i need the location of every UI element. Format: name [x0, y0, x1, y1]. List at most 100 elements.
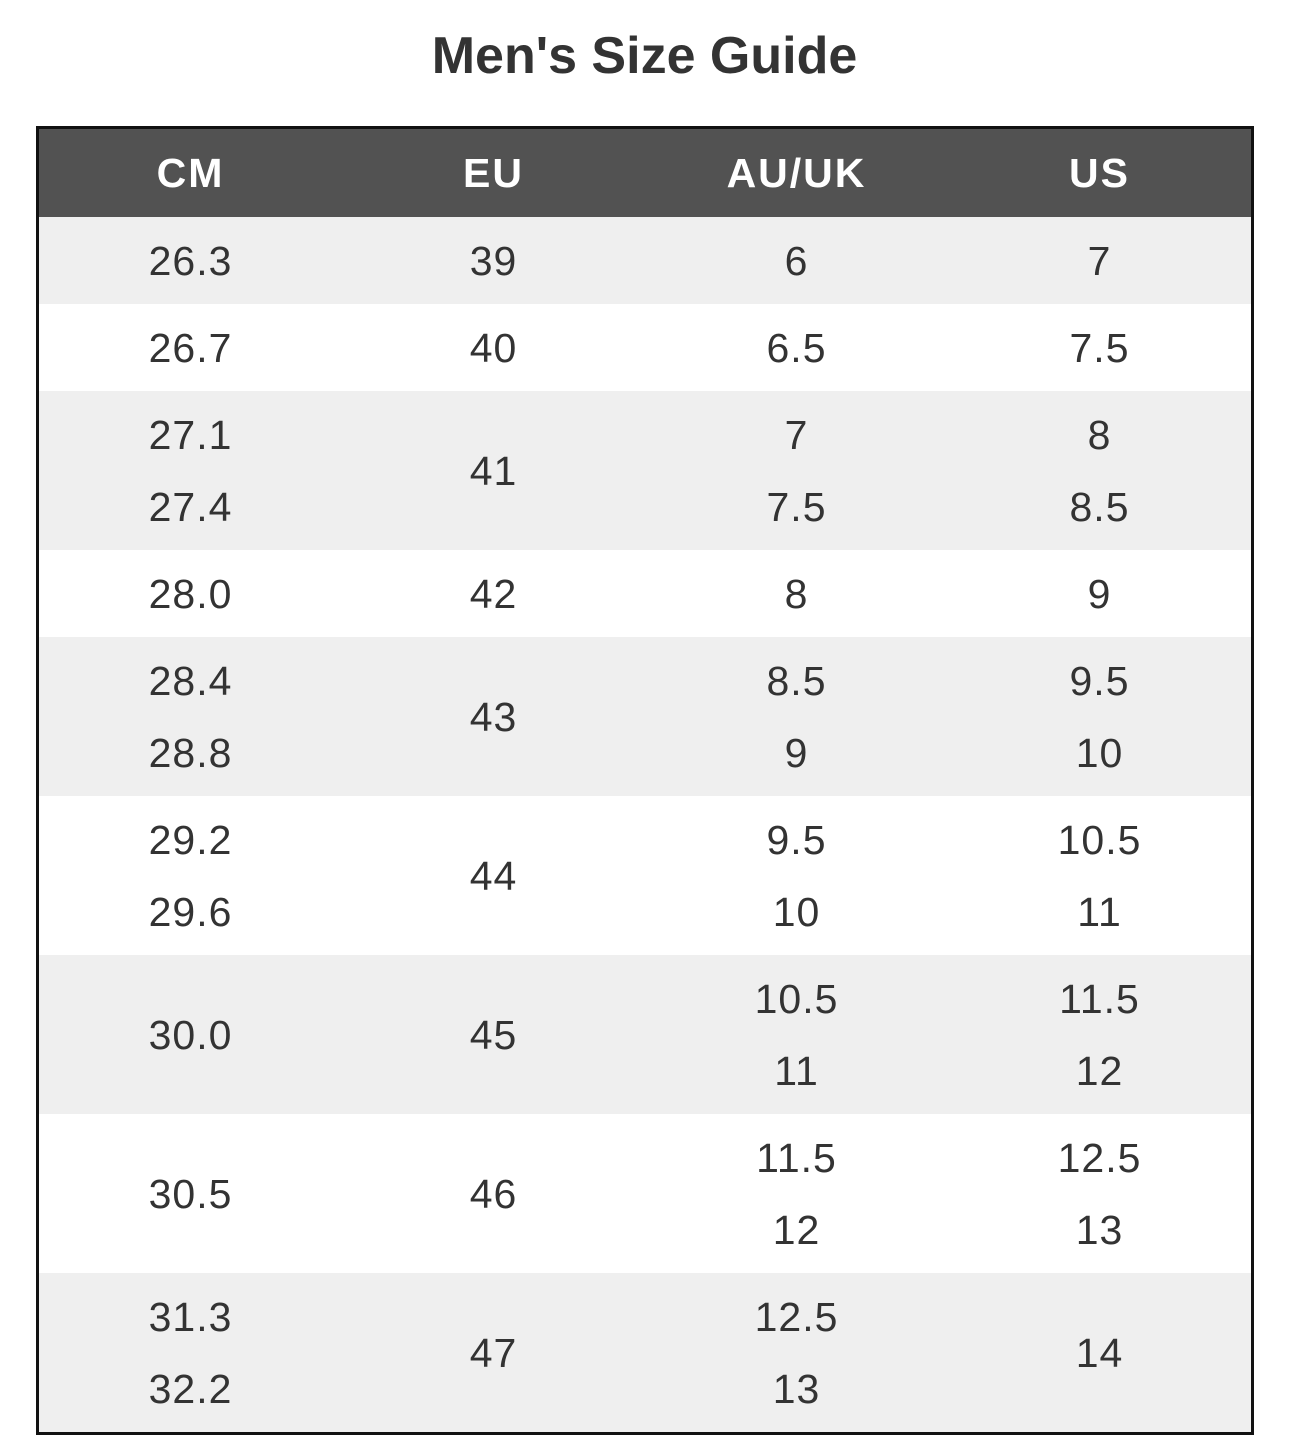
cell-au-uk: 6: [645, 225, 948, 297]
cell-value: 11: [774, 1047, 819, 1094]
cell-value: 32.2: [148, 1365, 233, 1412]
cell-value: 13: [1075, 1206, 1124, 1253]
cell-value: 45: [469, 1011, 518, 1058]
cell-value: 41: [469, 447, 518, 494]
cell-eu: 46: [342, 1158, 645, 1230]
cell-value: 8.5: [766, 657, 827, 704]
cell-us: 11.5 12: [948, 963, 1251, 1107]
cell-value: 28.0: [148, 570, 233, 617]
cell-value: 39: [469, 237, 518, 284]
cell-us: 8 8.5: [948, 399, 1251, 543]
cell-value: 9.5: [766, 816, 827, 863]
cell-value: 26.3: [148, 237, 233, 284]
page-title: Men's Size Guide: [431, 27, 858, 85]
cell-value: 12.5: [754, 1293, 839, 1340]
header-cm: CM: [156, 149, 225, 196]
cell-value: 8: [1087, 411, 1112, 458]
cell-eu: 44: [342, 840, 645, 912]
cell-eu: 39: [342, 225, 645, 297]
cell-value: 30.0: [148, 1011, 233, 1058]
cell-value: 47: [469, 1329, 518, 1376]
cell-value: 11: [1077, 888, 1122, 935]
table-row: 28.4 28.8 43 8.5 9 9.5 10: [39, 637, 1251, 796]
table-header-row: CM EU AU/UK US: [39, 129, 1251, 217]
cell-value: 9: [784, 729, 809, 776]
cell-value: 6: [784, 237, 809, 284]
cell-cm: 31.3 32.2: [39, 1281, 342, 1425]
cell-value: 40: [469, 324, 518, 371]
cell-value: 10: [772, 888, 821, 935]
table-row: 30.5 46 11.5 12 12.5 13: [39, 1114, 1251, 1273]
cell-value: 29.6: [148, 888, 233, 935]
cell-us: 10.5 11: [948, 804, 1251, 948]
cell-au-uk: 11.5 12: [645, 1122, 948, 1266]
cell-cm: 28.0: [39, 558, 342, 630]
cell-value: 8: [784, 570, 809, 617]
cell-value: 29.2: [148, 816, 233, 863]
cell-value: 31.3: [148, 1293, 233, 1340]
table-row: 26.7 40 6.5 7.5: [39, 304, 1251, 391]
cell-value: 6.5: [766, 324, 827, 371]
cell-value: 10: [1075, 729, 1124, 776]
cell-value: 43: [469, 693, 518, 740]
header-au-uk: AU/UK: [726, 149, 867, 196]
cell-value: 9: [1087, 570, 1112, 617]
cell-value: 10.5: [754, 975, 839, 1022]
cell-value: 14: [1075, 1329, 1124, 1376]
cell-us: 7.5: [948, 312, 1251, 384]
cell-us: 9: [948, 558, 1251, 630]
cell-value: 7: [784, 411, 809, 458]
cell-cm: 30.0: [39, 999, 342, 1071]
cell-value: 28.8: [148, 729, 233, 776]
cell-us: 7: [948, 225, 1251, 297]
table-row: 30.0 45 10.5 11 11.5 12: [39, 955, 1251, 1114]
cell-au-uk: 7 7.5: [645, 399, 948, 543]
cell-value: 7.5: [766, 483, 827, 530]
cell-value: 7: [1087, 237, 1112, 284]
cell-value: 12.5: [1057, 1134, 1142, 1181]
cell-eu: 41: [342, 435, 645, 507]
cell-au-uk: 10.5 11: [645, 963, 948, 1107]
table-row: 27.1 27.4 41 7 7.5 8 8.5: [39, 391, 1251, 550]
cell-au-uk: 8.5 9: [645, 645, 948, 789]
cell-value: 26.7: [148, 324, 233, 371]
size-guide-table: CM EU AU/UK US 26.3 39 6 7 26.7 40 6.5 7.5 27.1 2…: [36, 126, 1254, 1435]
cell-value: 44: [469, 852, 518, 899]
cell-value: 30.5: [148, 1170, 233, 1217]
cell-value: 12: [772, 1206, 821, 1253]
cell-value: 27.4: [148, 483, 233, 530]
cell-value: 13: [772, 1365, 821, 1412]
cell-value: 7.5: [1069, 324, 1130, 371]
header-eu: EU: [463, 149, 524, 196]
cell-au-uk: 6.5: [645, 312, 948, 384]
cell-value: 9.5: [1069, 657, 1130, 704]
table-row: 31.3 32.2 47 12.5 13 14: [39, 1273, 1251, 1432]
cell-eu: 47: [342, 1317, 645, 1389]
header-us: US: [1069, 149, 1130, 196]
cell-au-uk: 12.5 13: [645, 1281, 948, 1425]
cell-eu: 42: [342, 558, 645, 630]
cell-eu: 45: [342, 999, 645, 1071]
table-body: 26.3 39 6 7 26.7 40 6.5 7.5 27.1 27.4 41 7 7.5 8 8.5 28…: [39, 217, 1251, 1432]
cell-cm: 28.4 28.8: [39, 645, 342, 789]
cell-cm: 27.1 27.4: [39, 399, 342, 543]
cell-cm: 26.7: [39, 312, 342, 384]
cell-au-uk: 9.5 10: [645, 804, 948, 948]
cell-us: 14: [948, 1317, 1251, 1389]
cell-value: 27.1: [148, 411, 233, 458]
cell-value: 11.5: [1059, 975, 1140, 1022]
cell-cm: 30.5: [39, 1158, 342, 1230]
cell-value: 46: [469, 1170, 518, 1217]
cell-value: 28.4: [148, 657, 233, 704]
cell-us: 12.5 13: [948, 1122, 1251, 1266]
cell-us: 9.5 10: [948, 645, 1251, 789]
cell-value: 42: [469, 570, 518, 617]
cell-au-uk: 8: [645, 558, 948, 630]
cell-value: 8.5: [1069, 483, 1130, 530]
cell-eu: 43: [342, 681, 645, 753]
cell-cm: 29.2 29.6: [39, 804, 342, 948]
cell-value: 10.5: [1057, 816, 1142, 863]
table-row: 26.3 39 6 7: [39, 217, 1251, 304]
cell-value: 11.5: [756, 1134, 837, 1181]
cell-cm: 26.3: [39, 225, 342, 297]
